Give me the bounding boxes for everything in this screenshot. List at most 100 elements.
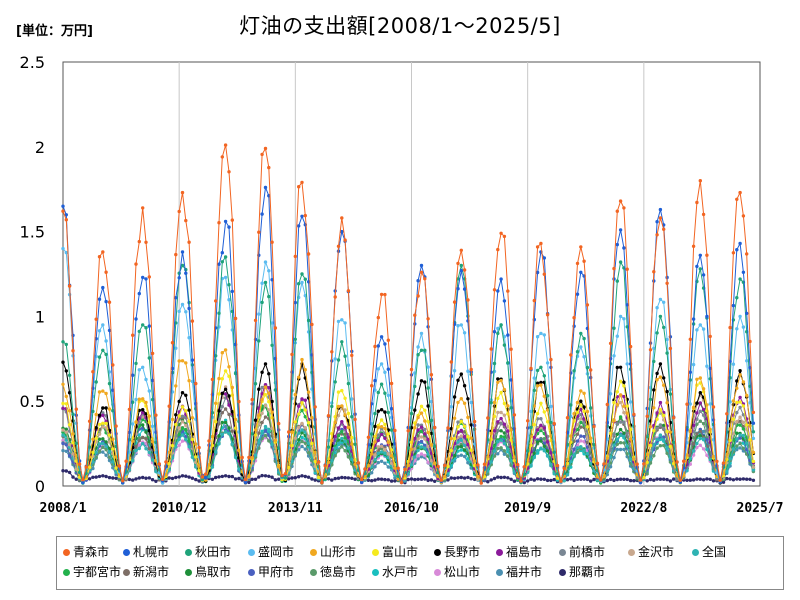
data-point [147, 324, 151, 328]
data-point [685, 453, 689, 457]
data-point [449, 476, 453, 480]
data-point [167, 476, 171, 480]
data-point [426, 404, 430, 408]
data-point [549, 420, 553, 425]
data-point [622, 434, 626, 439]
data-point [376, 451, 380, 456]
data-point [575, 477, 580, 481]
data-point [449, 436, 453, 441]
data-point [618, 228, 623, 232]
data-point [270, 442, 274, 447]
data-point [141, 475, 145, 480]
data-point [137, 436, 141, 440]
data-point [101, 413, 105, 417]
data-point [214, 450, 218, 454]
data-point [270, 240, 274, 244]
data-point [416, 353, 420, 357]
data-point [267, 386, 271, 390]
data-point [705, 429, 709, 433]
data-point [293, 392, 297, 397]
data-point [423, 419, 427, 423]
data-point [333, 434, 337, 439]
data-point [230, 385, 234, 390]
data-point [618, 400, 623, 405]
data-point [190, 476, 195, 480]
data-point [462, 384, 467, 388]
data-point [708, 457, 712, 462]
data-point [257, 230, 261, 234]
data-point [184, 423, 188, 428]
data-point [174, 413, 178, 417]
data-point [101, 474, 105, 478]
data-point [220, 432, 224, 437]
data-point [61, 340, 65, 344]
data-point [492, 449, 497, 453]
legend-label: 前橋市 [569, 545, 606, 559]
data-point [174, 252, 178, 257]
data-point [383, 447, 387, 452]
data-point [104, 299, 108, 304]
data-point [174, 422, 178, 427]
data-point [535, 384, 540, 388]
data-point [207, 463, 211, 467]
data-point [452, 300, 457, 304]
data-point [662, 426, 666, 431]
data-point [343, 476, 347, 480]
data-point [297, 412, 301, 416]
data-point [652, 359, 656, 364]
data-point [618, 477, 623, 481]
data-point [376, 344, 380, 348]
data-point [429, 418, 434, 423]
data-point [81, 480, 85, 485]
data-point [104, 270, 108, 274]
data-point [545, 394, 550, 398]
data-point [443, 474, 447, 479]
data-point [456, 476, 460, 480]
data-point [263, 185, 268, 190]
x-tick-label: 2010/12 [152, 501, 207, 516]
data-point [652, 436, 656, 441]
data-point [628, 400, 633, 404]
data-point [426, 420, 430, 424]
data-point [698, 429, 702, 434]
data-point [336, 476, 341, 480]
data-point [506, 447, 510, 451]
data-point [137, 433, 141, 437]
data-point [738, 314, 742, 319]
data-point [443, 463, 447, 468]
data-point [64, 469, 69, 473]
data-point [539, 417, 543, 421]
data-point [429, 478, 434, 482]
data-point [655, 331, 659, 335]
data-point [502, 413, 507, 417]
data-point [575, 439, 580, 443]
data-point [691, 244, 696, 248]
data-point [267, 474, 271, 478]
data-point [340, 436, 344, 441]
data-point [735, 400, 739, 405]
data-point [698, 253, 702, 257]
data-point [180, 426, 185, 431]
data-point [84, 465, 88, 469]
data-point [97, 329, 102, 333]
data-point [695, 432, 699, 436]
data-point [141, 423, 145, 427]
data-point [575, 400, 580, 405]
data-point [582, 405, 586, 409]
data-point [502, 401, 507, 406]
data-point [539, 423, 543, 427]
data-point [569, 477, 573, 481]
data-point [386, 367, 390, 371]
data-point [210, 465, 215, 469]
data-point [71, 412, 75, 416]
data-point [496, 420, 500, 424]
data-point [555, 463, 560, 468]
data-point [738, 446, 742, 450]
data-point [433, 479, 437, 483]
data-point [310, 477, 314, 481]
data-point [562, 478, 566, 483]
data-point [469, 448, 473, 452]
data-point [263, 260, 268, 264]
legend-item: 青森市 [63, 543, 109, 561]
data-point [316, 460, 321, 464]
